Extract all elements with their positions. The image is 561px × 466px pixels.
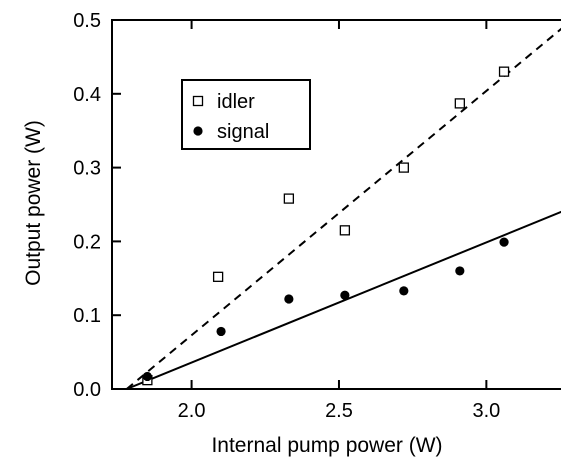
idler-point xyxy=(212,271,224,282)
idler-fit-line xyxy=(126,27,561,390)
x-tick-label: 2.0 xyxy=(178,400,206,422)
idler-point xyxy=(398,162,409,173)
idler-legend-label: idler xyxy=(217,91,255,113)
signal-fit-line xyxy=(126,210,561,390)
idler-point xyxy=(339,225,351,236)
plot-frame xyxy=(111,19,561,390)
y-tick-label: 0.5 xyxy=(73,10,101,32)
idler-point xyxy=(498,66,510,77)
y-tick-label: 0.2 xyxy=(73,231,101,253)
y-tick-label: 0.0 xyxy=(73,379,101,401)
idler-legend-marker xyxy=(192,95,204,107)
signal-point xyxy=(399,286,409,296)
idler-point xyxy=(454,98,465,109)
signal-point xyxy=(340,290,350,300)
y-axis-label: Output power (W) xyxy=(22,120,45,286)
signal-point xyxy=(284,294,294,304)
plot-area: 2.0 2.5 3.0 0.0 0.1 0.2 0.3 0.4 0.5 xyxy=(73,10,561,422)
signal-legend-label: signal xyxy=(217,121,269,143)
signal-point xyxy=(455,266,465,276)
y-tick-label: 0.1 xyxy=(73,305,101,327)
signal-legend-marker xyxy=(193,126,203,136)
y-tick-label: 0.3 xyxy=(73,158,101,180)
legend-box xyxy=(181,79,311,150)
x-tick-label: 2.5 xyxy=(325,400,353,422)
legend: idler signal xyxy=(181,79,311,150)
x-axis-label: Internal pump power (W) xyxy=(211,434,442,457)
signal-point xyxy=(499,237,509,247)
x-tick-label: 3.0 xyxy=(472,400,500,422)
idler-point xyxy=(283,193,295,204)
signal-point xyxy=(142,371,152,382)
y-tick-label: 0.4 xyxy=(73,84,101,106)
signal-point xyxy=(216,326,226,337)
